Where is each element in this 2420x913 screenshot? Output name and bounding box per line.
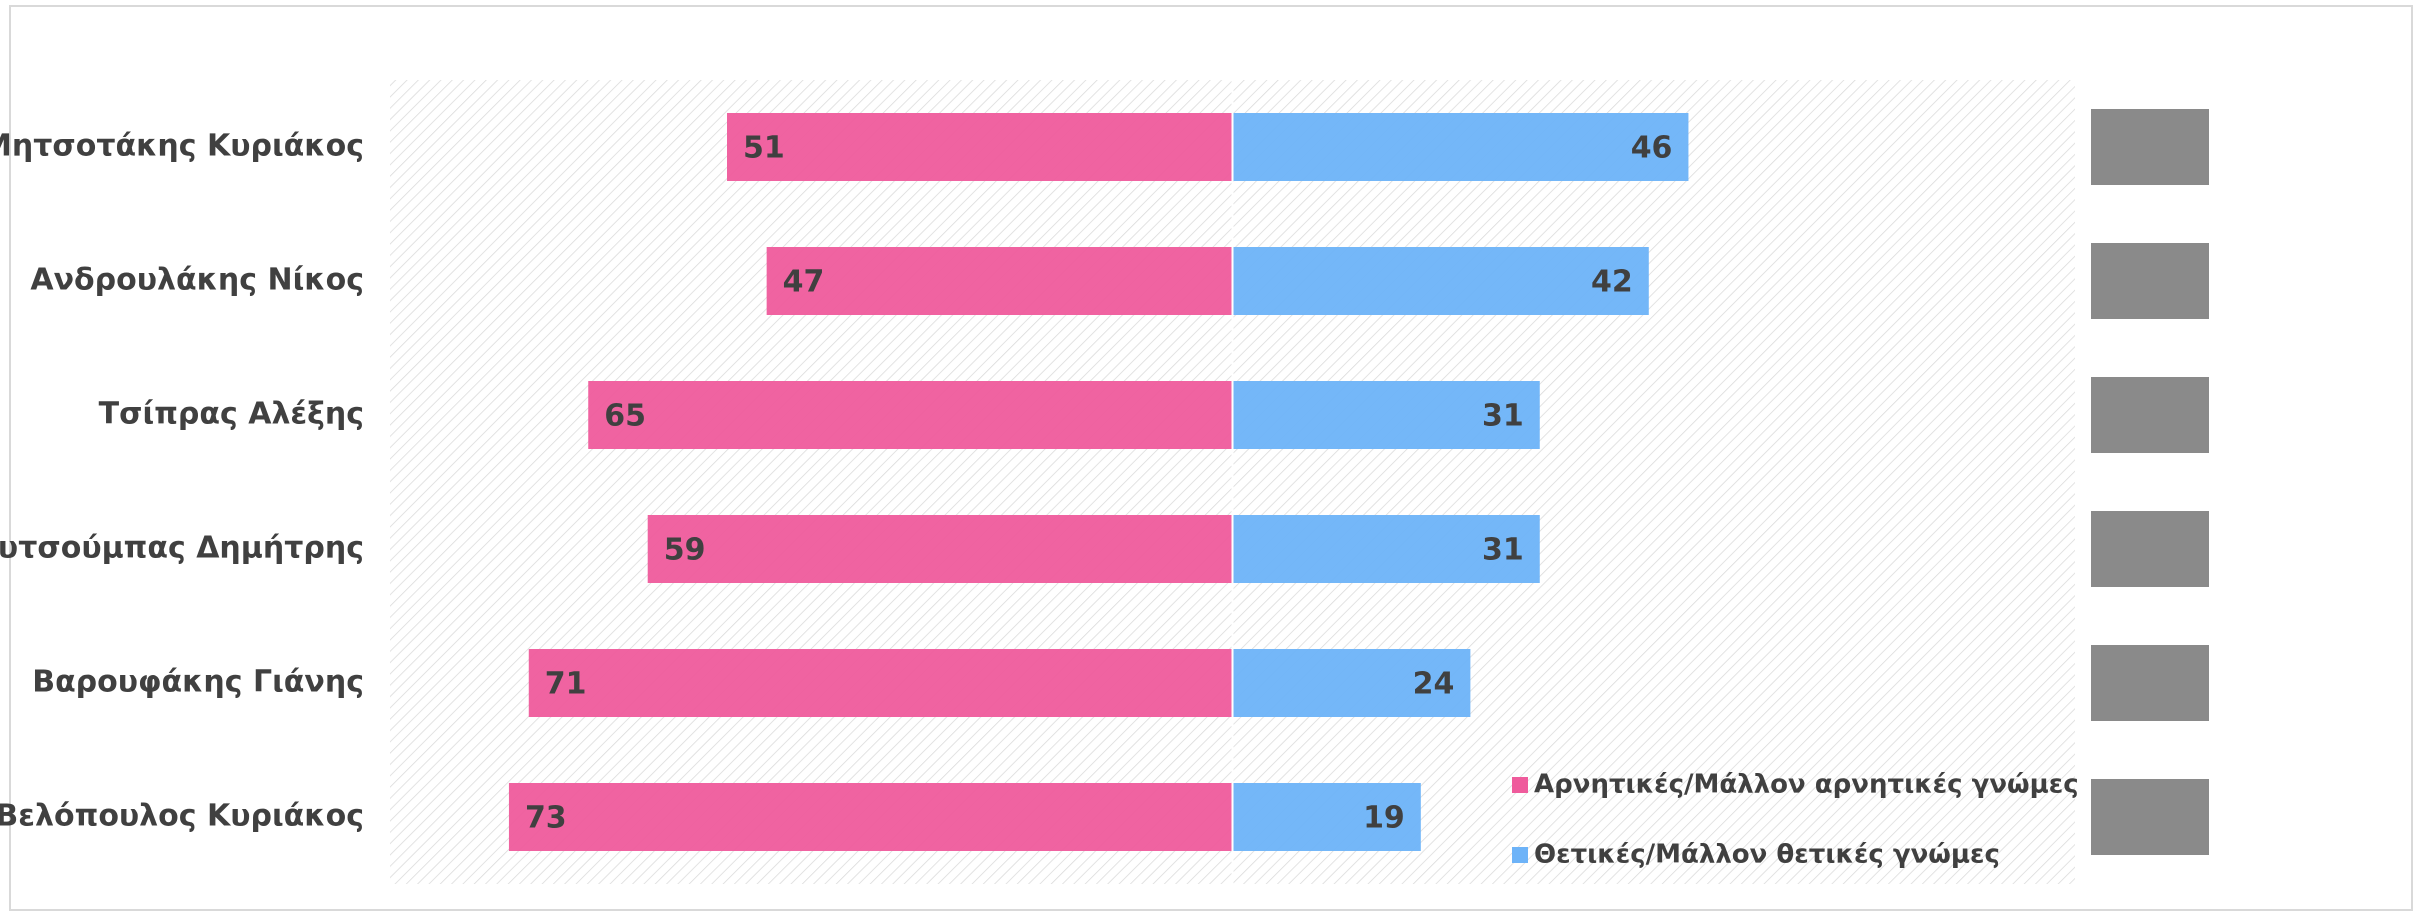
value-label: 24 bbox=[1413, 667, 1455, 702]
bar bbox=[508, 783, 1233, 851]
bar bbox=[588, 381, 1233, 449]
legend-swatch bbox=[1512, 777, 1528, 793]
bar bbox=[1232, 515, 1540, 583]
category-label: Μητσοτάκης Κυριάκος bbox=[0, 129, 364, 164]
category-label: Βαρουφάκης Γιάνης bbox=[32, 665, 364, 700]
photo bbox=[2091, 109, 2209, 185]
bar bbox=[1232, 113, 1689, 181]
value-label: 19 bbox=[1363, 801, 1405, 836]
value-label: 46 bbox=[1631, 131, 1673, 166]
value-label: 59 bbox=[664, 533, 706, 568]
photo bbox=[2091, 377, 2209, 453]
value-label: 73 bbox=[525, 801, 567, 836]
photo bbox=[2091, 243, 2209, 319]
bar bbox=[1232, 247, 1649, 315]
value-label: 42 bbox=[1591, 265, 1633, 300]
bar bbox=[528, 649, 1233, 717]
category-label: Ανδρουλάκης Νίκος bbox=[30, 263, 364, 298]
value-label: 31 bbox=[1482, 399, 1524, 434]
bar bbox=[1232, 381, 1540, 449]
value-label: 51 bbox=[743, 131, 785, 166]
photo bbox=[2091, 779, 2209, 855]
category-label: Κουτσούμπας Δημήτρης bbox=[0, 531, 364, 566]
photo bbox=[2091, 511, 2209, 587]
value-label: 65 bbox=[604, 399, 646, 434]
bar bbox=[1232, 649, 1471, 717]
legend-label: Αρνητικές/Μάλλον αρνητικές γνώμες bbox=[1534, 770, 2079, 800]
bar bbox=[727, 113, 1233, 181]
bar bbox=[766, 247, 1233, 315]
photo bbox=[2091, 645, 2209, 721]
value-label: 71 bbox=[545, 667, 587, 702]
bar bbox=[1232, 783, 1421, 851]
value-label: 31 bbox=[1482, 533, 1524, 568]
category-label: Βελόπουλος Κυριάκος bbox=[0, 799, 364, 834]
value-label: 47 bbox=[783, 265, 825, 300]
category-label: Τσίπρας Αλέξης bbox=[99, 397, 364, 432]
legend-swatch bbox=[1512, 847, 1528, 863]
bar bbox=[647, 515, 1233, 583]
legend-label: Θετικές/Μάλλον θετικές γνώμες bbox=[1534, 840, 2000, 870]
